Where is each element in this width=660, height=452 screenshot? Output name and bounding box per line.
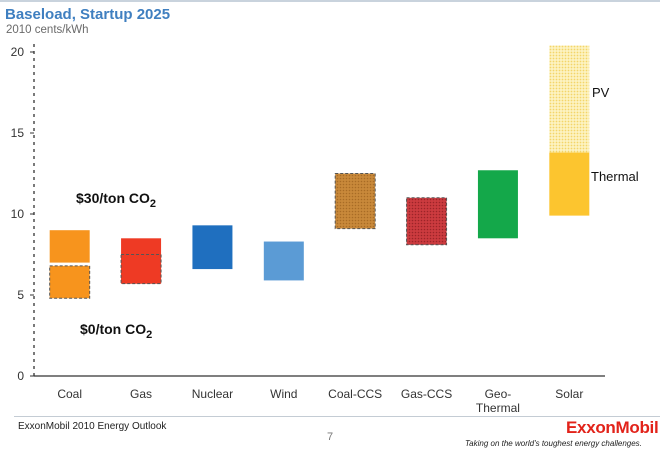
x-axis: Coal Gas Nuclear Wind Coal-CCS Gas-CCS Geo-The… (34, 375, 605, 415)
annotation-2: PV (592, 85, 610, 100)
annotation-1: $0/ton CO2 (80, 321, 152, 341)
page-number: 7 (327, 431, 334, 443)
page-title: Baseload, Startup 2025 (5, 6, 171, 23)
bar-wind-5 (263, 241, 304, 281)
y-tick-label-1: 5 (17, 288, 24, 302)
x-label-geo-thermal: Geo-Thermal (476, 387, 520, 415)
annotation-3: Thermal (591, 169, 639, 184)
x-label-coal-ccs: Coal-CCS (328, 387, 382, 401)
range-bars (49, 45, 590, 299)
x-label-solar: Solar (555, 387, 583, 401)
x-label-wind: Wind (270, 387, 297, 401)
bar-coal-ccs-6 (334, 173, 376, 230)
bar-coal--30-ton-co2-0 (49, 230, 90, 263)
bar-gas--0-ton-co2-3 (120, 254, 162, 285)
x-label-coal: Coal (57, 387, 82, 401)
bar-gas-ccs-7 (406, 197, 448, 246)
page-subtitle: 2010 cents/kWh (6, 24, 89, 36)
bar-coal--0-ton-co2-1 (49, 265, 91, 299)
x-label-gas: Gas (130, 387, 152, 401)
x-label-nuclear: Nuclear (192, 387, 233, 401)
bar-solar-thermal-9 (549, 152, 590, 216)
y-tick-label-0: 0 (17, 369, 24, 383)
bar-nuclear-4 (192, 225, 233, 270)
y-tick-label-3: 15 (11, 126, 25, 140)
x-label-gas-ccs: Gas-CCS (401, 387, 452, 401)
y-tick-label-4: 20 (11, 45, 25, 59)
y-axis: 0 5 10 15 20 (11, 44, 35, 383)
y-tick-label-2: 10 (11, 207, 25, 221)
footer-divider (14, 416, 660, 417)
annotation-0: $30/ton CO2 (76, 190, 156, 210)
annotations: $30/ton CO2 $0/ton CO2 PV Thermal (76, 85, 639, 341)
source-note: ExxonMobil 2010 Energy Outlook (18, 421, 167, 432)
exxonmobil-logo: ExxonMobil (566, 418, 659, 437)
logo-tagline: Taking on the world's toughest energy ch… (465, 439, 642, 448)
top-rule (0, 0, 660, 2)
bar-solar-pv-10 (549, 45, 590, 153)
bar-geo-thermal-8 (477, 170, 518, 239)
